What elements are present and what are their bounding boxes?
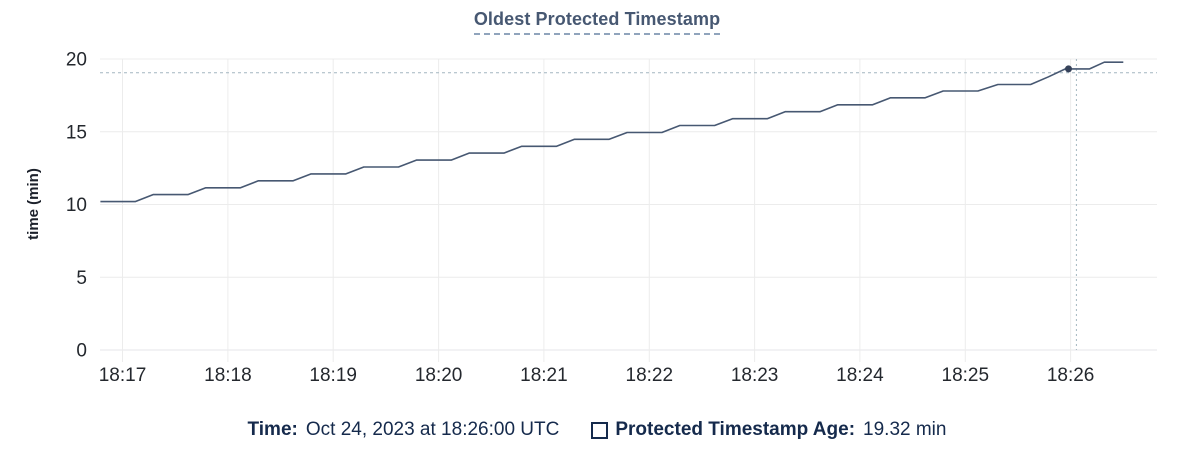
x-tick-label: 18:18 <box>204 365 252 386</box>
series-checkbox-icon[interactable] <box>591 421 609 439</box>
y-tick-label: 5 <box>76 268 87 289</box>
series-line <box>100 61 1124 203</box>
x-tick-label: 18:21 <box>520 365 568 386</box>
x-tick-label: 18:17 <box>99 365 147 386</box>
x-tick-label: 18:22 <box>626 365 674 386</box>
y-tick-label: 0 <box>76 341 87 362</box>
y-tick-label: 10 <box>66 195 87 216</box>
hover-dot <box>1065 65 1072 73</box>
legend-time-label: Time: <box>247 419 298 440</box>
y-axis-title: time (min) <box>25 168 42 240</box>
x-tick-label: 18:25 <box>942 365 990 386</box>
legend-series-value: 19.32 min <box>863 419 947 440</box>
x-tick-label: 18:20 <box>415 365 463 386</box>
x-tick-label: 18:24 <box>836 365 884 386</box>
y-tick-label: 20 <box>66 50 87 71</box>
chart-canvas[interactable]: 0 5 10 15 20 18:17 18:18 18:19 18:20 18:21 18:22 18… <box>0 0 1194 400</box>
legend-time-value: Oct 24, 2023 at 18:26:00 UTC <box>305 419 560 440</box>
legend-series-label: Protected Timestamp Age: <box>615 419 856 440</box>
x-tick-label: 18:26 <box>1047 365 1095 386</box>
y-tick-label: 15 <box>66 122 87 143</box>
x-tick-label: 18:19 <box>309 365 357 386</box>
chart-legend: Time: Oct 24, 2023 at 18:26:00 UTC Prote… <box>0 417 1194 443</box>
chart-title[interactable]: Oldest Protected Timestamp <box>473 9 721 35</box>
chart-title-row: Oldest Protected Timestamp <box>0 9 1194 35</box>
x-tick-label: 18:23 <box>731 365 779 386</box>
